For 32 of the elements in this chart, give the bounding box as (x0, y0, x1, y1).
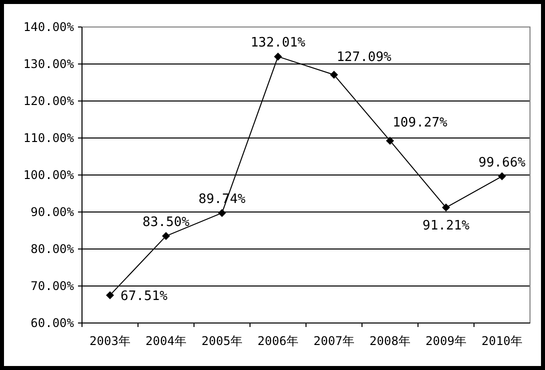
point (162, 232, 170, 240)
data-label: 109.27% (392, 116, 448, 131)
y-tick-label: 140.00% (23, 20, 75, 34)
point (498, 172, 506, 180)
y-tick-label: 130.00% (23, 57, 75, 71)
y-tick-label: 70.00% (30, 279, 75, 293)
x-tick-label: 2008年 (370, 334, 410, 348)
x-tick-label: 2007年 (314, 334, 354, 348)
point (218, 208, 226, 217)
point (106, 291, 114, 300)
point (274, 52, 282, 61)
point (442, 204, 450, 212)
y-tick-label: 100.00% (23, 168, 75, 182)
y-tick-label: 60.00% (30, 316, 75, 330)
x-tick-label: 2006年 (258, 334, 298, 348)
y-tick-label: 80.00% (30, 242, 75, 256)
data-label: 132.01% (250, 36, 306, 51)
data-label: 91.21% (422, 218, 470, 234)
data-label: 67.51% (120, 289, 168, 304)
point (386, 136, 394, 145)
data-label: 99.66% (478, 155, 526, 170)
y-tick-label: 110.00% (23, 131, 75, 145)
data-label: 127.09% (336, 50, 392, 65)
y-tick-label: 90.00% (30, 205, 75, 219)
x-tick-label: 2009年 (426, 334, 466, 348)
x-tick-label: 2003年 (90, 334, 130, 348)
point (330, 70, 338, 79)
data-label: 83.50% (142, 215, 190, 230)
x-tick-label: 2004年 (146, 334, 186, 348)
x-tick-label: 2005年 (202, 334, 242, 348)
x-tick-label: 2010年 (482, 334, 522, 348)
y-tick-label: 120.00% (23, 94, 75, 108)
